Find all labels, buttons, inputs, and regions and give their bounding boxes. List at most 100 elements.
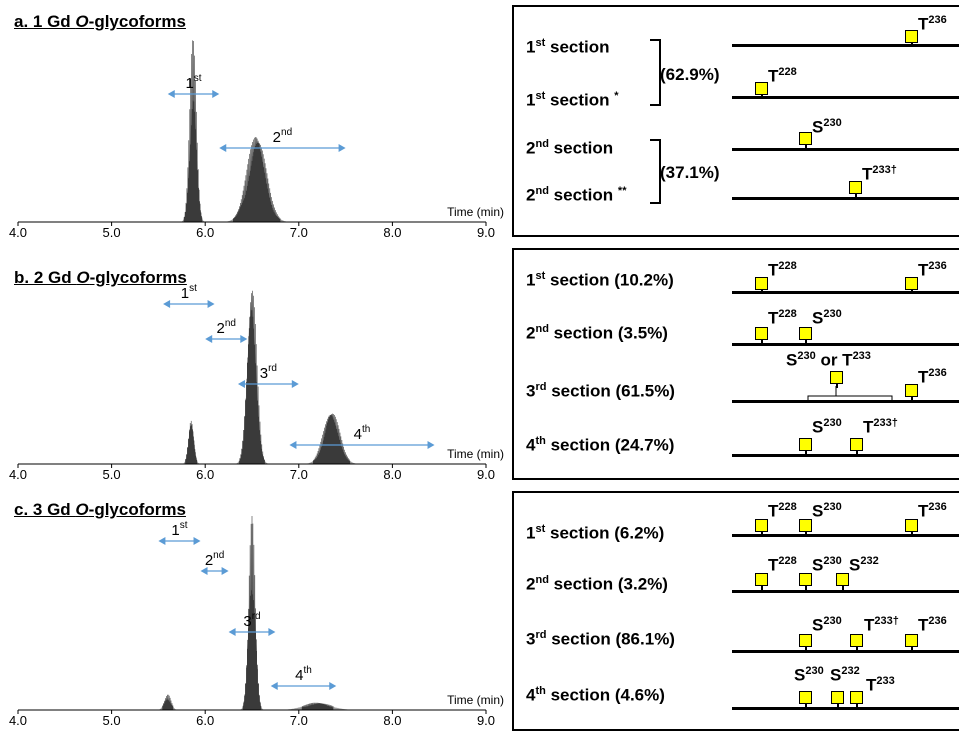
x-tick-label: 8.0	[383, 713, 401, 728]
scheme-c-row1-label: 1st section (6.2%)	[526, 523, 665, 543]
x-axis-label: Time (min)	[447, 205, 504, 219]
scheme-a-row3-label: 2nd section	[526, 138, 614, 158]
glycan-square	[850, 634, 863, 651]
arrow-head-left	[237, 380, 245, 388]
scheme-c-row4-label: 4th section (4.6%)	[526, 685, 665, 705]
glycan-square	[799, 573, 812, 590]
range-label: 2nd	[217, 318, 236, 337]
x-axis-label: Time (min)	[447, 447, 504, 461]
site-label: T233†	[863, 417, 898, 437]
arrow-head-right	[221, 567, 229, 575]
glycan-square	[905, 634, 918, 651]
chromatogram-signal	[18, 516, 486, 710]
x-tick-label: 8.0	[383, 225, 401, 240]
glycan-square	[850, 691, 863, 708]
site-label: S230	[812, 308, 842, 328]
arrow-head-right	[291, 380, 299, 388]
site-label: T236	[918, 501, 947, 521]
range-label: 1st	[171, 520, 187, 539]
glycan-square	[905, 277, 918, 294]
x-tick-label: 6.0	[196, 467, 214, 482]
arrow-head-right	[193, 537, 201, 545]
chromatogram-signal	[18, 290, 486, 464]
scheme-c-bar2	[732, 590, 959, 593]
signal-trace	[185, 290, 351, 464]
glycan-square	[799, 519, 812, 536]
chromatogram-b: 4.0 5.0 6.0 7.0 8.0 9.0 Time (min) 1st 2nd 3rd 4th	[9, 283, 504, 482]
x-tick-label: 5.0	[103, 467, 121, 482]
x-tick-label: 6.0	[196, 225, 214, 240]
site-label: T233	[866, 675, 895, 695]
site-choice-label: S230 or T233	[786, 350, 871, 370]
scheme-b-row2-label: 2nd section (3.5%)	[526, 323, 668, 343]
range-label: 1st	[181, 283, 197, 302]
arrow-head-right	[268, 628, 276, 636]
signal-trace	[183, 40, 281, 222]
site-label: T228	[768, 260, 797, 280]
arrow-head-left	[163, 300, 171, 308]
scheme-a-bar1	[732, 44, 959, 47]
glycan-square	[755, 82, 768, 99]
x-tick-label: 5.0	[103, 225, 121, 240]
scheme-a-bar2	[732, 96, 959, 99]
site-label: S230	[794, 665, 824, 685]
glycan-square	[755, 277, 768, 294]
scheme-a-bracket2-pct: (37.1%)	[660, 163, 720, 182]
site-label: S230	[812, 417, 842, 437]
scheme-b-row4-label: 4th section (24.7%)	[526, 435, 675, 455]
glycan-square	[849, 181, 862, 198]
chromatogram-signal	[18, 40, 486, 223]
x-tick-label: 6.0	[196, 713, 214, 728]
glycan-square	[755, 519, 768, 536]
site-label: S230	[812, 615, 842, 635]
site-label: T236	[918, 260, 947, 280]
arrow-head-right	[212, 90, 220, 98]
range-label: 3rd	[260, 363, 277, 382]
scheme-c-bar3	[732, 650, 959, 653]
arrow-head-left	[219, 144, 227, 152]
range-label: 4th	[354, 424, 371, 443]
chart-title-c: c. 3 Gd O-glycoforms	[14, 500, 186, 519]
scheme-c-row3-label: 3rd section (86.1%)	[526, 629, 675, 649]
glycan-square	[799, 327, 812, 344]
chart-title-b: b. 2 Gd O-glycoforms	[14, 268, 187, 287]
site-label: T233†	[862, 164, 897, 184]
site-label: S230	[812, 555, 842, 575]
glycan-square	[836, 573, 849, 590]
x-tick-label: 9.0	[477, 225, 495, 240]
chart-panel-a: a. 1 Gd O-glycoforms 4.0 5.0 6.0 7.0 8.0 9.0 T…	[0, 0, 510, 240]
x-tick-label: 5.0	[103, 713, 121, 728]
scheme-a-bracket1-pct: (62.9%)	[660, 65, 720, 84]
scheme-a-brackets	[650, 39, 661, 204]
site-label: T236	[918, 14, 947, 34]
x-tick-label: 4.0	[9, 713, 27, 728]
scheme-a-row2-label: 1st section *	[526, 90, 619, 110]
site-label: T228	[768, 555, 797, 575]
arrow-head-left	[289, 441, 297, 449]
scheme-b-bar2	[732, 343, 959, 346]
site-choice-bracket	[807, 386, 893, 400]
scheme-box-c: 1st section (6.2%) 2nd section (3.2%) 3r…	[512, 491, 959, 731]
glycan-square	[799, 634, 812, 651]
site-label: T228	[768, 66, 797, 86]
site-label: T228	[768, 501, 797, 521]
range-label: 4th	[295, 665, 312, 684]
arrow-head-left	[158, 537, 166, 545]
x-tick-label: 4.0	[9, 467, 27, 482]
range-label: 2nd	[205, 550, 224, 569]
glycan-square	[905, 30, 918, 47]
scheme-b-row1-label: 1st section (10.2%)	[526, 270, 674, 290]
glycan-square	[799, 132, 812, 149]
section-ranges: 1st 2nd 3rd 4th	[163, 283, 435, 449]
scheme-a-bar3	[732, 148, 959, 151]
arrow-head-right	[329, 682, 337, 690]
scheme-b-bar4	[732, 454, 959, 457]
range-label: 1st	[185, 73, 201, 92]
glycan-square	[905, 519, 918, 536]
x-tick-label: 7.0	[290, 467, 308, 482]
scheme-b-row3-label: 3rd section (61.5%)	[526, 381, 675, 401]
glycan-square	[850, 438, 863, 455]
glycan-square	[799, 438, 812, 455]
chart-panel-b: b. 2 Gd O-glycoforms 4.0 5.0 6.0 7.0 8.0 9.0 T…	[0, 240, 510, 482]
